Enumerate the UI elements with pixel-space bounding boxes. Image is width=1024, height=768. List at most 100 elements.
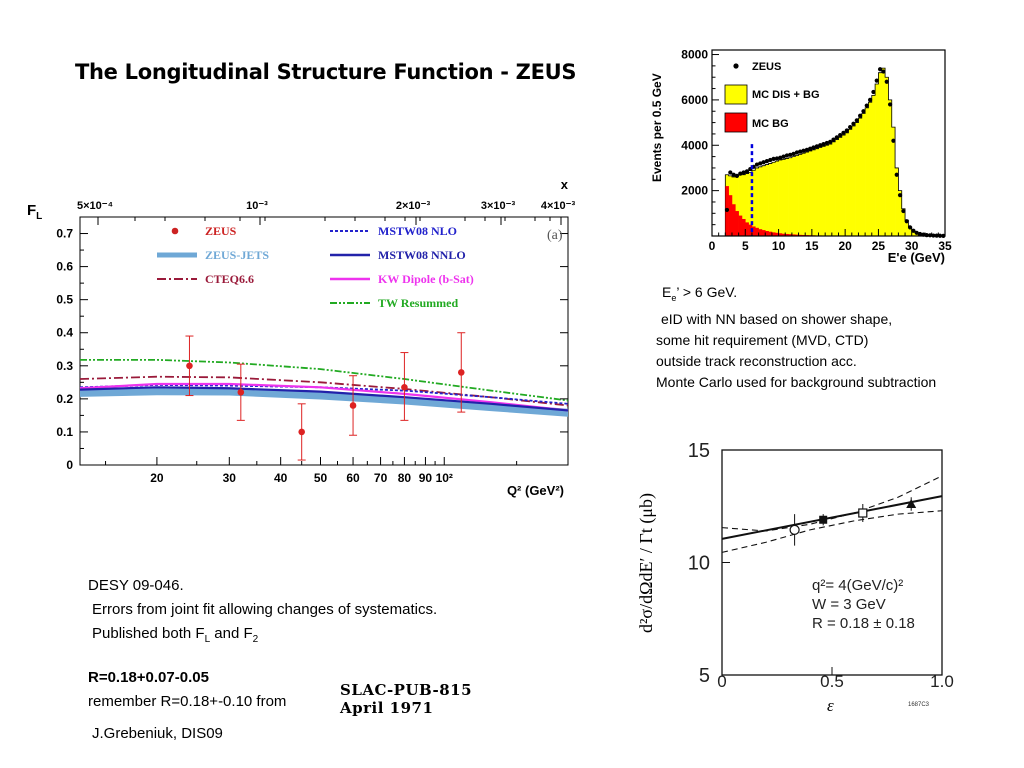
mc-bg-bar	[768, 231, 773, 236]
legend-label: ZEUS	[205, 224, 237, 238]
detector-notes: Ee’ > 6 GeV. eID with NN based on shower…	[656, 282, 936, 393]
top-tick-label: 4×10⁻³	[541, 200, 576, 212]
legend-label: CTEQ6.6	[205, 272, 254, 286]
mc-dis-bg-bar	[741, 174, 746, 236]
zeus-jets-band	[80, 387, 568, 417]
slac-y-tick-label: 15	[688, 440, 710, 462]
mc-bg-bar	[755, 227, 759, 236]
mc-bg-bar	[731, 204, 736, 236]
mc-dis-bg-bar	[768, 163, 773, 236]
mc-bg-bar	[788, 234, 793, 236]
slac-annotation: W = 3 GeV	[812, 596, 886, 613]
mc-bg-bar	[775, 232, 779, 236]
y-tick-label: 0.6	[56, 260, 73, 274]
mc-dis-bg-bar	[865, 107, 869, 236]
slac-point-open-square	[858, 508, 868, 518]
zeus-event-point	[877, 67, 883, 72]
zeus-event-point	[804, 147, 809, 152]
mc-bg-bar	[765, 231, 769, 236]
slac-reference: SLAC-PUB-815 April 1971	[340, 681, 472, 717]
y-tick-label: 0.4	[56, 326, 73, 340]
es-x-tick-label: 5	[742, 239, 749, 253]
y-tick-label: 0.1	[56, 425, 73, 439]
legend-marker-zeus	[171, 227, 179, 235]
mc-bg-bar	[738, 215, 743, 236]
es-x-tick-label: 25	[872, 239, 886, 253]
slac-y-tick-label: 5	[699, 665, 710, 687]
zeus-event-point	[848, 125, 853, 130]
mc-dis-bg-bar	[771, 162, 776, 236]
y-tick-label: 0.2	[56, 392, 73, 406]
mc-bg-bar	[771, 232, 776, 236]
mc-dis-bg-bar	[888, 99, 893, 236]
slac-chart: 5 10 15 0 0.5 1.0 d²σ/dΩdE′ / Γt (μb) ε q²= 4…	[612, 428, 962, 718]
zeus-event-point	[854, 118, 859, 123]
zeus-event-point	[838, 132, 843, 138]
publication-notes: DESY 09-046. Errors from joint fit allow…	[88, 574, 472, 746]
x-tick-label: 70	[374, 471, 388, 485]
note-energy-cut: Ee’ > 6 GeV.	[662, 284, 738, 303]
zeus-event-point	[818, 143, 823, 148]
mc-dis-bg-bar	[808, 150, 813, 236]
zeus-event-point	[814, 144, 819, 149]
zeus-event-point	[758, 161, 763, 166]
zeus-data-point	[457, 369, 465, 376]
fl-x-axis: 20 30 40 50 60 70 80 90 10²	[105, 457, 518, 485]
mc-bg-bar	[761, 230, 766, 236]
mc-dis-bg-bar	[765, 164, 769, 236]
mc-dis-bg-bar	[758, 166, 763, 236]
legend-marker-zeus	[733, 63, 739, 69]
mc-bg-bar	[791, 234, 796, 236]
zeus-event-point	[781, 154, 786, 159]
mc-dis-bg-bar	[761, 165, 766, 236]
mc-bg-bar	[785, 233, 789, 236]
legend-label: TW Resummed	[378, 296, 458, 310]
mc-dis-bg-bar	[868, 102, 873, 236]
zeus-event-point	[917, 231, 923, 237]
mc-dis-bg-bar	[875, 84, 879, 237]
fl-points-layer	[185, 332, 466, 461]
zeus-event-point	[798, 149, 803, 154]
zeus-event-point	[778, 155, 783, 160]
mc-dis-bg-bar	[778, 160, 783, 236]
mc-dis-bg-bar	[801, 153, 806, 236]
fl-top-axis: 5×10⁻⁴ 10⁻³ 2×10⁻³ 3×10⁻³ 4×10⁻³	[77, 200, 575, 225]
fl-top-axis-label: x	[561, 177, 569, 192]
fl-legend: ZEUS ZEUS-JETS CTEQ6.6 MSTW08 NLO MSTW08 NNL…	[157, 224, 474, 310]
x-tick-label: 90	[419, 471, 433, 485]
note-published: Published both FL and F2	[92, 625, 259, 645]
zeus-event-point	[911, 228, 916, 233]
fl-x-label: Q² (GeV²)	[507, 483, 564, 498]
zeus-data-point	[349, 402, 357, 409]
fl-plot-frame	[79, 216, 569, 466]
es-x-tick-label: 0	[709, 239, 716, 253]
zeus-event-point	[734, 173, 740, 178]
mc-dis-bg-bar	[781, 159, 786, 236]
zeus-event-point	[868, 97, 873, 103]
es-x-tick-label: 15	[805, 239, 819, 253]
es-y-tick-label: 6000	[681, 93, 708, 107]
zeus-event-point	[824, 140, 829, 146]
slac-point-filled-square	[819, 515, 828, 524]
mc-bg-bar	[748, 224, 753, 236]
mc-dis-bg-bar	[905, 220, 909, 236]
es-y-tick-label: 4000	[681, 138, 708, 152]
note-desy: DESY 09-046.	[88, 577, 184, 594]
mc-dis-bg-bar	[838, 137, 843, 236]
mc-bg-bar	[735, 211, 739, 236]
x-tick-label: 50	[314, 471, 328, 485]
es-x-tick-label: 10	[772, 239, 786, 253]
mc-dis-bg-bar	[738, 174, 743, 236]
mc-dis-bg-bar	[845, 132, 849, 236]
slac-band-upper	[721, 475, 943, 532]
slac-x-tick-label: 1.0	[930, 672, 954, 691]
x-tick-label: 10²	[436, 471, 453, 485]
slac-scan-background	[612, 428, 962, 718]
zeus-event-point	[784, 153, 789, 158]
zeus-event-point	[774, 156, 780, 161]
slac-points-layer	[789, 497, 917, 546]
zeus-event-point	[881, 69, 886, 74]
mc-dis-bg-bar	[855, 122, 859, 236]
zeus-event-point	[731, 172, 736, 177]
x-tick-label: 60	[346, 471, 360, 485]
